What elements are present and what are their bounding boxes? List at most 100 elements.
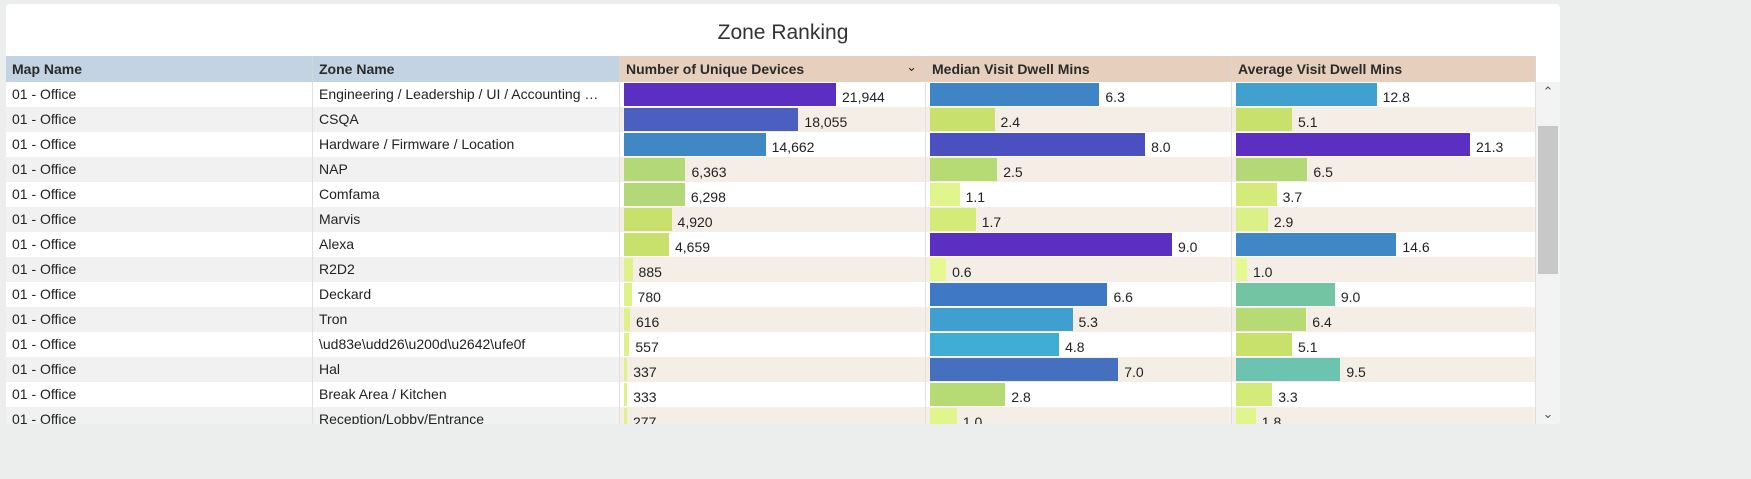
- devices-bar: [624, 258, 633, 281]
- average-cell: 9.5: [1232, 357, 1536, 382]
- table-row[interactable]: 01 - Office NAP 6,363 2.5 6.5: [6, 157, 1536, 182]
- map-name-cell: 01 - Office: [6, 182, 313, 207]
- devices-cell: 780: [620, 282, 926, 307]
- median-value: 1.7: [981, 214, 1002, 230]
- average-bar: [1236, 133, 1470, 156]
- median-value: 4.8: [1065, 339, 1085, 355]
- average-cell: 12.8: [1232, 82, 1536, 107]
- median-bar: [930, 158, 998, 181]
- average-bar: [1236, 208, 1268, 231]
- table-row[interactable]: 01 - Office Comfama 6,298 1.1 3.7: [6, 182, 1536, 207]
- zone-name-cell: CSQA: [313, 107, 620, 132]
- devices-cell: 14,662: [620, 132, 926, 157]
- devices-value: 333: [633, 389, 657, 405]
- table-header: Map Name Zone Name Number of Unique Devi…: [6, 56, 1536, 82]
- median-cell: 1.0: [926, 407, 1232, 424]
- median-cell: 2.8: [926, 382, 1232, 407]
- median-bar: [930, 83, 1100, 106]
- devices-cell: 885: [620, 257, 926, 282]
- table-row[interactable]: 01 - Office Reception/Lobby/Entrance 277 1…: [6, 407, 1536, 424]
- median-bar: [930, 108, 995, 131]
- chevron-down-icon[interactable]: ⌄: [1542, 406, 1554, 421]
- average-bar: [1236, 383, 1273, 406]
- table-row[interactable]: 01 - Office \ud83e\udd26\u200d\u2642\ufe…: [6, 332, 1536, 357]
- average-value: 2.9: [1273, 214, 1294, 230]
- header-unique-devices[interactable]: Number of Unique Devices ⌄: [620, 56, 926, 82]
- map-name-cell: 01 - Office: [6, 382, 313, 407]
- average-cell: 3.3: [1232, 382, 1536, 407]
- map-name-cell: 01 - Office: [6, 107, 313, 132]
- table-row[interactable]: 01 - Office Engineering / Leadership / U…: [6, 82, 1536, 107]
- average-value: 1.0: [1252, 264, 1273, 280]
- scrollbar-thumb[interactable]: [1538, 126, 1558, 274]
- average-value: 3.7: [1282, 189, 1303, 205]
- zone-name-cell: Hardware / Firmware / Location: [313, 132, 620, 157]
- devices-value: 277: [633, 414, 657, 424]
- median-value: 8.0: [1151, 139, 1171, 155]
- devices-cell: 557: [620, 332, 926, 357]
- median-cell: 1.7: [926, 207, 1232, 232]
- devices-cell: 333: [620, 382, 926, 407]
- devices-value: 18,055: [804, 114, 848, 130]
- median-bar: [930, 258, 947, 281]
- median-value: 9.0: [1178, 239, 1198, 255]
- devices-value: 557: [635, 339, 659, 355]
- zone-name-cell: Marvis: [313, 207, 620, 232]
- table-row[interactable]: 01 - Office Break Area / Kitchen 333 2.8 3.…: [6, 382, 1536, 407]
- table-row[interactable]: 01 - Office Deckard 780 6.6 9.0: [6, 282, 1536, 307]
- median-bar: [930, 283, 1108, 306]
- devices-value: 337: [633, 364, 657, 380]
- zone-name-cell: NAP: [313, 157, 620, 182]
- devices-cell: 337: [620, 357, 926, 382]
- median-cell: 2.4: [926, 107, 1232, 132]
- median-cell: 1.1: [926, 182, 1232, 207]
- median-bar: [930, 208, 976, 231]
- vertical-scrollbar[interactable]: ⌃ ⌄: [1536, 82, 1560, 424]
- devices-bar: [624, 83, 836, 106]
- header-median-dwell[interactable]: Median Visit Dwell Mins: [926, 56, 1232, 82]
- devices-value: 616: [635, 314, 660, 330]
- average-value: 21.3: [1476, 139, 1504, 155]
- zone-name-cell: Deckard: [313, 282, 620, 307]
- header-zone-name[interactable]: Zone Name: [313, 56, 620, 82]
- median-bar: [930, 183, 960, 206]
- table-row[interactable]: 01 - Office R2D2 885 0.6 1.0: [6, 257, 1536, 282]
- average-value: 1.8: [1261, 414, 1282, 424]
- average-cell: 6.4: [1232, 307, 1536, 332]
- table-row[interactable]: 01 - Office Hardware / Firmware / Locati…: [6, 132, 1536, 157]
- median-value: 6.6: [1113, 289, 1133, 305]
- median-value: 5.3: [1078, 314, 1098, 330]
- median-bar: [930, 333, 1060, 356]
- average-bar: [1236, 258, 1247, 281]
- chevron-up-icon[interactable]: ⌃: [1542, 84, 1554, 99]
- devices-bar: [624, 408, 627, 424]
- devices-value: 780: [637, 289, 661, 305]
- average-bar: [1236, 408, 1256, 424]
- map-name-cell: 01 - Office: [6, 207, 313, 232]
- header-average-dwell[interactable]: Average Visit Dwell Mins: [1232, 56, 1536, 82]
- header-map-name[interactable]: Map Name: [6, 56, 313, 82]
- average-bar: [1236, 358, 1341, 381]
- devices-value: 885: [638, 264, 662, 280]
- median-bar: [930, 308, 1073, 331]
- widget-title: Zone Ranking: [717, 21, 849, 44]
- devices-bar: [624, 233, 669, 256]
- median-bar: [930, 408, 957, 424]
- median-cell: 6.3: [926, 82, 1232, 107]
- chevron-down-icon[interactable]: ⌄: [906, 59, 917, 74]
- median-bar: [930, 383, 1006, 406]
- median-cell: 8.0: [926, 132, 1232, 157]
- average-value: 6.5: [1313, 164, 1333, 180]
- map-name-cell: 01 - Office: [6, 307, 313, 332]
- table-row[interactable]: 01 - Office Marvis 4,920 1.7 2.9: [6, 207, 1536, 232]
- devices-bar: [624, 133, 766, 156]
- table-row[interactable]: 01 - Office Hal 337 7.0 9.5: [6, 357, 1536, 382]
- median-cell: 7.0: [926, 357, 1232, 382]
- table-row[interactable]: 01 - Office CSQA 18,055 2.4 5.1: [6, 107, 1536, 132]
- median-bar: [930, 133, 1146, 156]
- table-row[interactable]: 01 - Office Alexa 4,659 9.0 14.6: [6, 232, 1536, 257]
- devices-bar: [624, 308, 630, 331]
- average-value: 3.3: [1278, 389, 1298, 405]
- table-row[interactable]: 01 - Office Tron 616 5.3 6.4: [6, 307, 1536, 332]
- devices-cell: 616: [620, 307, 926, 332]
